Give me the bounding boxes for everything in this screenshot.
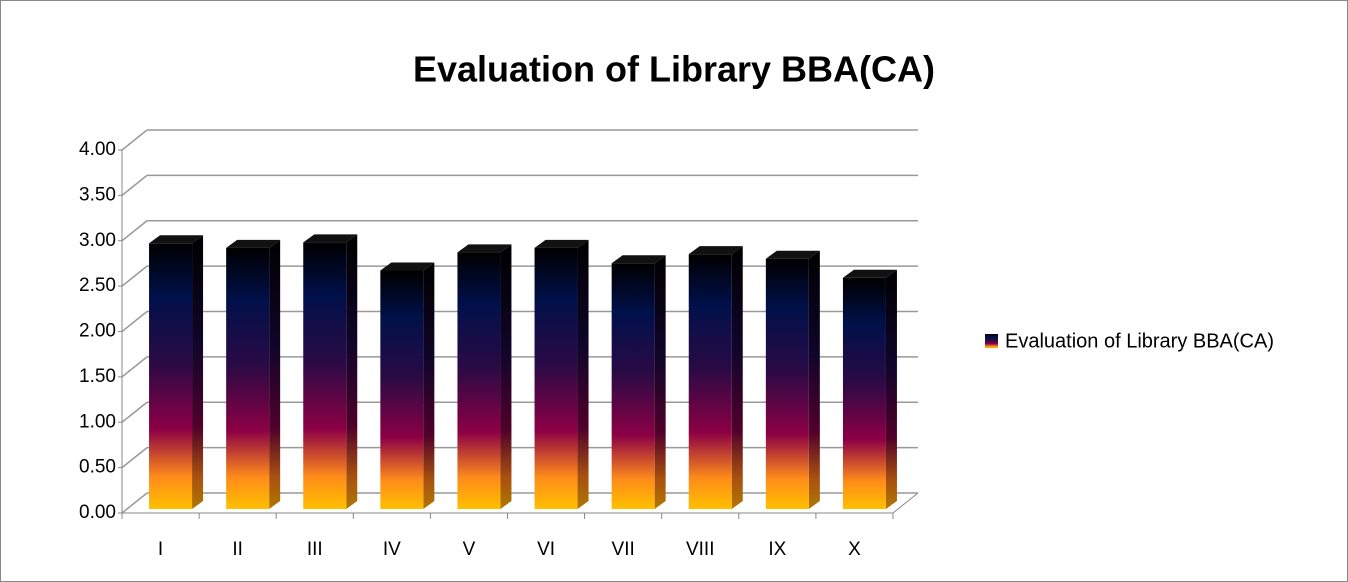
bar [611,263,655,509]
bar-top [457,244,512,253]
x-tick-label: VI [537,539,555,560]
y-tick-label: 2.00 [79,321,116,342]
bar [842,277,886,509]
grid-line-side [121,265,148,287]
y-tick-label: 0.00 [79,502,116,523]
bar-top [380,262,435,271]
bar-side [269,239,281,509]
legend-label: Evaluation of Library BBA(CA) [1005,330,1274,352]
x-tick-label: II [232,539,243,560]
bar [688,254,732,509]
grid-line-side [121,356,148,378]
x-tick-label: V [463,539,476,560]
bar-side [731,246,743,510]
legend-swatch [985,334,998,348]
x-tick-label: I [158,539,163,560]
bar [765,258,809,509]
x-tick-label: VIII [686,539,715,560]
y-tick-label: 1.50 [79,366,116,387]
y-tick-label: 4.00 [79,139,116,160]
bar [303,242,347,509]
bar-side [346,234,358,509]
grid-line-side [121,129,148,151]
grid-line-side [121,492,148,514]
y-tick-label: 3.00 [79,230,116,251]
bar-side [192,235,204,509]
x-tick-label: IV [383,539,401,560]
bar [380,270,424,509]
bar [534,247,578,509]
grid-line-side [121,174,148,196]
grid-line-side [121,401,148,423]
bar-top [688,246,743,255]
bar-top [842,269,897,278]
floor-edge [892,492,919,514]
bar [226,247,270,509]
bar-top [611,255,666,264]
x-tick-label: VII [612,539,635,560]
grid-line-side [121,310,148,333]
bar-top [149,235,204,244]
bar-side [500,244,512,510]
bar-side [577,239,589,509]
bar-top [534,239,589,248]
bar-top [765,250,820,259]
bar-side [808,250,820,509]
grid-line-side [121,220,148,242]
x-tick-label: X [848,539,861,560]
y-tick-label: 3.50 [79,184,116,205]
bar-top [226,239,281,248]
x-tick-label: III [307,539,323,560]
bar [149,243,193,509]
bar-side [885,269,897,509]
chart-title: Evaluation of Library BBA(CA) [413,49,935,90]
x-tick-label: IX [768,539,786,560]
y-tick-label: 1.00 [79,411,116,432]
bar-side [423,262,435,509]
bar-top [303,234,358,243]
grid-line-side [121,447,148,469]
y-tick-label: 0.50 [79,457,116,478]
bar [457,252,501,510]
y-tick-label: 2.50 [79,275,116,296]
bar-side [654,255,666,509]
